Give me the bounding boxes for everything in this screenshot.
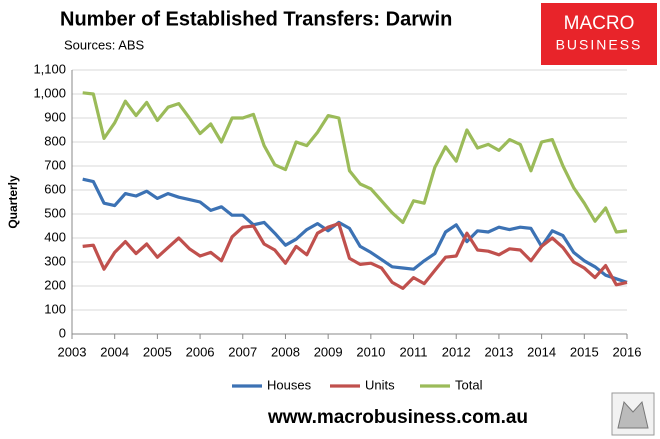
chart-title: Number of Established Transfers: Darwin — [60, 8, 452, 30]
series-line — [82, 222, 628, 290]
x-tick-label: 2003 — [58, 344, 87, 359]
x-tick-label: 2006 — [186, 344, 215, 359]
x-tick-label: 2009 — [314, 344, 343, 359]
legend-label: Units — [365, 377, 395, 392]
y-tick-label: 300 — [44, 253, 66, 268]
series-line — [82, 91, 628, 234]
logo-icon — [617, 400, 649, 429]
x-tick-label: 2015 — [570, 344, 599, 359]
logo-text: MACRO — [564, 13, 635, 34]
legend-label: Total — [455, 377, 483, 392]
x-tick-label: 2004 — [100, 344, 129, 359]
y-tick-label: 0 — [59, 325, 66, 340]
y-axis-label: Quarterly — [6, 175, 20, 229]
x-tick-label: 2012 — [442, 344, 471, 359]
y-tick-label: 900 — [44, 109, 66, 124]
x-tick-label: 2011 — [400, 344, 428, 359]
x-tick-label: 2016 — [613, 344, 642, 359]
y-tick-label: 800 — [44, 133, 66, 148]
x-tick-label: 2010 — [356, 344, 385, 359]
x-tick-label: 2013 — [484, 344, 513, 359]
legend-label: Houses — [267, 377, 312, 392]
footer: www.macrobusiness.com.au — [267, 407, 528, 428]
y-tick-label: 200 — [44, 277, 66, 292]
x-tick-label: 2008 — [271, 344, 300, 359]
y-tick-label: 1,100 — [33, 61, 66, 76]
y-tick-label: 400 — [44, 229, 66, 244]
y-tick-label: 600 — [44, 181, 66, 196]
chart-subtitle: Sources: ABS — [64, 37, 145, 52]
y-tick-label: 100 — [44, 301, 66, 316]
series-line — [82, 177, 628, 284]
y-tick-label: 700 — [44, 157, 66, 172]
y-tick-label: 500 — [44, 205, 66, 220]
x-tick-label: 2014 — [527, 344, 556, 359]
logo-text: BUSINESS — [556, 37, 643, 53]
y-tick-label: 1,000 — [33, 85, 66, 100]
logo-box — [541, 3, 657, 65]
x-tick-label: 2005 — [143, 344, 172, 359]
x-tick-label: 2007 — [228, 344, 257, 359]
